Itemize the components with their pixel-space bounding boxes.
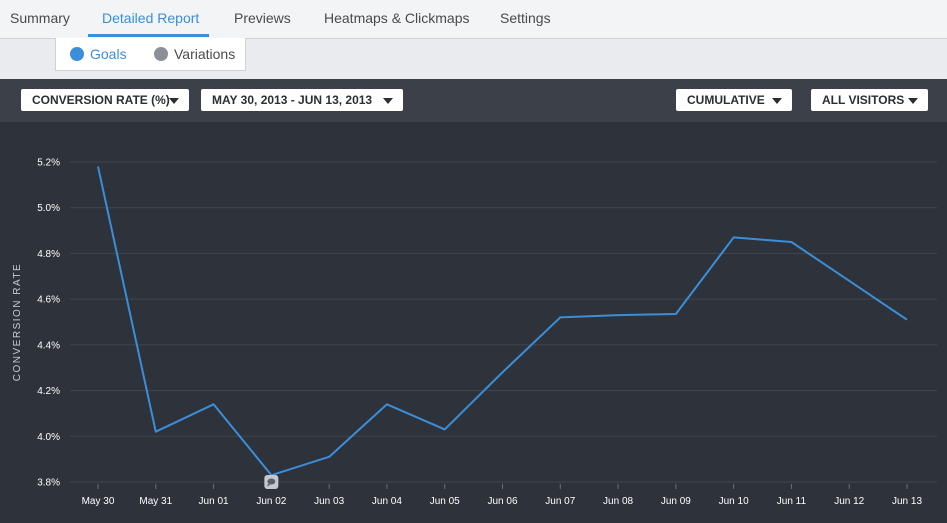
y-tick-label: 5.2% [37, 158, 60, 169]
y-axis-label: CONVERSION RATE [12, 263, 23, 381]
x-tick-label: May 31 [139, 496, 172, 507]
metric-dropdown[interactable]: CONVERSION RATE (%) [21, 89, 189, 111]
y-tick-label: 5.0% [37, 203, 60, 214]
tab-detailed-report-label: Detailed Report [102, 10, 200, 26]
date-range-dropdown[interactable]: MAY 30, 2013 - JUN 13, 2013 [201, 89, 403, 111]
subtab-goals-label: Goals [90, 46, 127, 62]
tab-heatmaps-clickmaps[interactable]: Heatmaps & Clickmaps [324, 10, 470, 26]
tab-summary[interactable]: Summary [10, 10, 70, 26]
y-tick-label: 3.8% [37, 478, 60, 489]
x-tick-label: Jun 12 [834, 496, 864, 507]
cumulative-dropdown[interactable]: CUMULATIVE [676, 89, 792, 111]
x-tick-label: Jun 06 [487, 496, 517, 507]
report-subtabs: Goals Variations [55, 38, 246, 71]
x-tick-label: Jun 13 [892, 496, 922, 507]
x-tick-label: May 30 [82, 496, 115, 507]
comment-icon[interactable] [264, 475, 279, 489]
y-tick-label: 4.8% [37, 249, 60, 260]
metric-dropdown-label: CONVERSION RATE (%) [32, 93, 170, 107]
chevron-down-icon [908, 98, 918, 104]
subtab-variations[interactable]: Variations [154, 45, 235, 63]
chevron-down-icon [169, 98, 179, 104]
subtab-variations-label: Variations [174, 46, 236, 62]
x-tick-label: Jun 01 [199, 496, 229, 507]
y-tick-label: 4.4% [37, 340, 60, 351]
tab-previews[interactable]: Previews [234, 10, 291, 26]
x-tick-label: Jun 11 [777, 496, 807, 507]
top-navigation: Summary Detailed Report Previews Heatmap… [0, 0, 947, 44]
x-tick-label: Jun 05 [430, 496, 460, 507]
date-range-dropdown-label: MAY 30, 2013 - JUN 13, 2013 [212, 93, 373, 107]
x-tick-label: Jun 02 [256, 496, 286, 507]
subtab-goals[interactable]: Goals [70, 45, 127, 63]
series-line [97, 166, 908, 477]
x-tick-label: Jun 10 [719, 496, 749, 507]
variations-dot-icon [154, 47, 168, 61]
x-tick-label: Jun 08 [603, 496, 633, 507]
report-panel: CONVERSION RATE (%) MAY 30, 2013 - JUN 1… [0, 79, 947, 523]
goals-dot-icon [70, 47, 84, 61]
tab-settings[interactable]: Settings [500, 10, 551, 26]
chevron-down-icon [772, 98, 782, 104]
x-tick-label: Jun 09 [661, 496, 691, 507]
visitors-dropdown-label: ALL VISITORS [822, 93, 905, 107]
tab-detailed-report[interactable]: Detailed Report [87, 0, 210, 44]
conversion-rate-chart: 3.8% 4.0% 4.2% 4.4% 4.6% 4.8% 5.0% 5.2% CONVERSI… [12, 158, 937, 507]
y-tick-label: 4.0% [37, 432, 60, 443]
y-tick-label: 4.6% [37, 295, 60, 306]
chart-toolbar: CONVERSION RATE (%) MAY 30, 2013 - JUN 1… [0, 79, 947, 122]
visitors-dropdown[interactable]: ALL VISITORS [811, 89, 928, 111]
chevron-down-icon [383, 98, 393, 104]
x-tick-label: Jun 03 [314, 496, 344, 507]
y-tick-label: 4.2% [37, 386, 60, 397]
x-tick-label: Jun 04 [372, 496, 402, 507]
cumulative-dropdown-label: CUMULATIVE [687, 93, 765, 107]
x-tick-label: Jun 07 [545, 496, 575, 507]
